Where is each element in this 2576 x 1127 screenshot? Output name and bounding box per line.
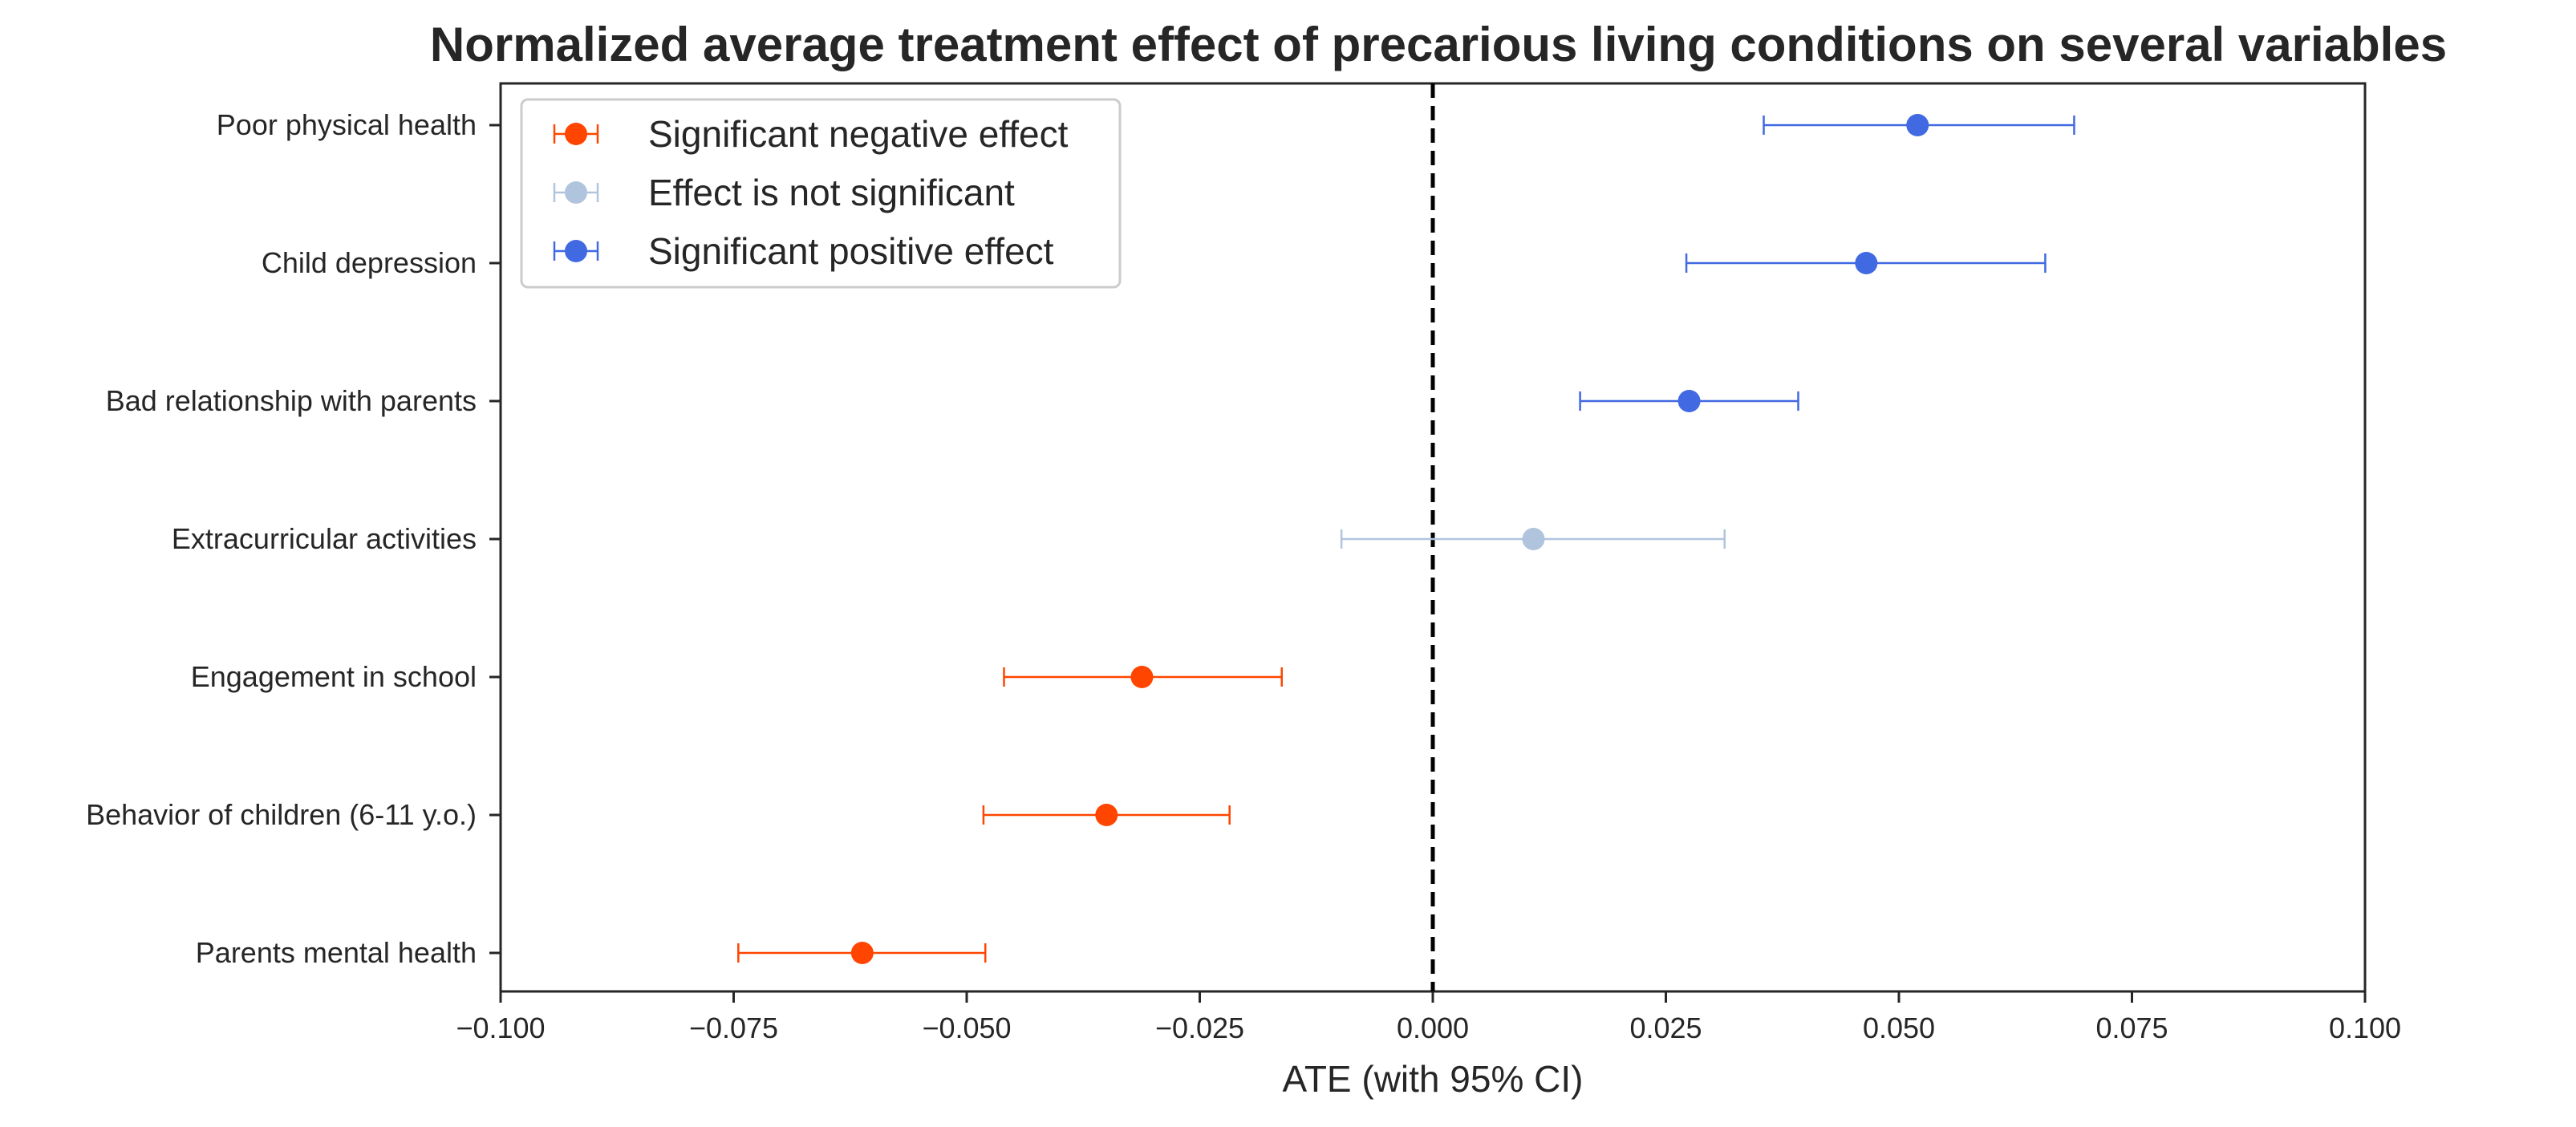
x-tick-label: −0.075 — [689, 1011, 778, 1044]
legend-entry-label: Significant positive effect — [648, 230, 1054, 272]
y-tick-label: Bad relationship with parents — [106, 384, 477, 417]
legend-entry-label: Effect is not significant — [648, 172, 1015, 213]
y-tick-label: Parents mental health — [196, 936, 477, 969]
x-tick-label: 0.025 — [1629, 1011, 1702, 1044]
y-tick-label: Extracurricular activities — [172, 522, 477, 555]
ate-point — [1906, 114, 1929, 136]
y-tick-label: Behavior of children (6-11 y.o.) — [86, 798, 477, 831]
ate-point — [850, 942, 874, 964]
y-tick-label: Poor physical health — [217, 108, 477, 141]
x-tick-label: 0.100 — [2329, 1011, 2401, 1044]
ate-point — [1522, 528, 1545, 550]
y-tick-label: Engagement in school — [191, 660, 477, 693]
y-tick-label: Child depression — [262, 246, 477, 279]
ate-point — [1677, 390, 1701, 412]
x-tick-label: 0.050 — [1863, 1011, 1935, 1044]
x-axis-label: ATE (with 95% CI) — [1283, 1058, 1584, 1100]
x-tick-label: 0.075 — [2095, 1011, 2168, 1044]
x-tick-label: −0.050 — [922, 1011, 1011, 1044]
x-tick-label: 0.000 — [1397, 1011, 1469, 1044]
ate-point — [1095, 804, 1118, 826]
legend: Significant negative effect Effect is not… — [520, 98, 1122, 289]
legend-marker-dot — [565, 240, 587, 262]
ate-point — [1855, 252, 1878, 274]
x-tick-label: −0.100 — [456, 1011, 545, 1044]
legend-marker-dot — [565, 123, 587, 145]
chart-title: Normalized average treatment effect of p… — [430, 18, 2447, 71]
plot-area: −0.100 −0.075 −0.050 −0.025 0.000 0.025 0.050 0… — [86, 82, 2401, 1044]
legend-entry-label: Significant negative effect — [648, 113, 1069, 155]
legend-marker-dot — [565, 181, 587, 204]
ate-point — [1130, 666, 1154, 688]
legend-box — [520, 98, 1122, 289]
x-tick-label: −0.025 — [1155, 1011, 1244, 1044]
